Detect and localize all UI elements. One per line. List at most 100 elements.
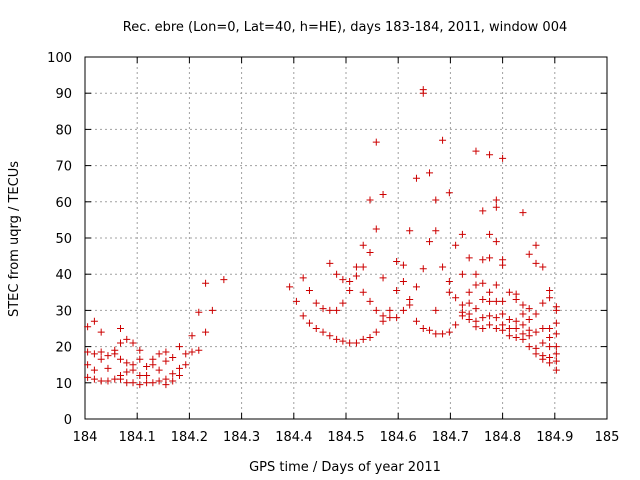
data-point: [386, 314, 394, 322]
data-point: [432, 306, 440, 314]
data-point: [149, 361, 157, 369]
axis-ticks: [84, 56, 608, 420]
data-point: [546, 286, 554, 294]
data-point: [492, 281, 500, 289]
y-tick-label: 70: [55, 160, 72, 175]
data-point: [386, 306, 394, 314]
data-point: [525, 305, 533, 313]
data-point: [472, 281, 480, 289]
data-point: [546, 325, 554, 332]
x-tick-label: 184.3: [223, 430, 260, 445]
data-point: [479, 256, 487, 264]
data-point: [175, 372, 183, 380]
y-tick-label: 50: [55, 232, 72, 247]
data-point: [519, 301, 527, 309]
data-point: [552, 350, 560, 358]
y-tick-labels: 0 10 20 30 40 50 60 70 80 90 100: [47, 51, 72, 428]
data-point: [452, 294, 460, 302]
data-point: [149, 379, 157, 387]
data-point: [486, 288, 494, 296]
data-point: [486, 321, 494, 329]
data-point: [208, 306, 216, 314]
data-point: [479, 207, 487, 215]
data-point: [143, 372, 151, 380]
data-point: [552, 357, 560, 365]
data-point: [445, 328, 453, 336]
data-point: [84, 373, 92, 381]
data-point: [479, 279, 487, 287]
data-point: [366, 248, 374, 256]
data-point: [129, 366, 137, 374]
data-point: [379, 274, 387, 282]
data-point: [143, 379, 151, 387]
x-tick-label: 184.9: [536, 430, 573, 445]
data-point: [169, 353, 177, 361]
data-point: [452, 321, 460, 329]
data-point: [202, 279, 210, 287]
x-tick-label: 184.4: [275, 430, 312, 445]
data-point: [492, 314, 500, 322]
data-point: [479, 314, 487, 322]
data-point: [519, 321, 527, 329]
data-point: [346, 286, 354, 294]
data-point: [359, 263, 367, 271]
data-point: [305, 286, 313, 294]
data-point: [359, 288, 367, 296]
data-point: [479, 325, 487, 332]
data-point: [333, 270, 341, 278]
data-point: [472, 270, 480, 278]
data-point: [432, 196, 440, 204]
data-point: [505, 288, 513, 296]
data-point: [366, 297, 374, 305]
x-tick-labels: 184 184.1 184.2 184.3 184.4 184.5 184.6 184.7 18…: [73, 430, 620, 445]
data-point: [406, 227, 414, 235]
data-point: [512, 334, 520, 342]
data-point: [393, 258, 401, 266]
data-point: [339, 299, 347, 307]
data-point: [155, 366, 163, 374]
data-point: [162, 348, 170, 356]
data-point: [379, 317, 387, 325]
data-point: [175, 364, 183, 372]
data-point: [465, 254, 473, 262]
data-point: [372, 328, 380, 336]
x-tick-label: 184.8: [484, 430, 521, 445]
data-point: [532, 350, 540, 358]
data-point: [136, 372, 144, 380]
data-point: [525, 315, 533, 323]
data-point: [366, 196, 374, 204]
data-point: [220, 276, 228, 284]
data-point: [299, 274, 307, 282]
data-point: [546, 294, 554, 302]
data-point: [426, 169, 434, 177]
data-point: [393, 314, 401, 322]
data-point: [552, 319, 560, 327]
data-point: [445, 288, 453, 296]
data-point: [546, 334, 554, 342]
data-point: [486, 230, 494, 238]
data-point: [90, 317, 98, 325]
data-point: [472, 147, 480, 155]
data-point: [97, 328, 105, 336]
y-tick-label: 20: [55, 341, 72, 356]
data-point: [90, 375, 98, 383]
y-tick-label: 100: [47, 51, 72, 66]
data-point: [525, 332, 533, 340]
data-point: [499, 326, 507, 334]
data-point: [333, 306, 341, 314]
data-point: [399, 277, 407, 285]
data-point: [379, 191, 387, 199]
y-tick-label: 60: [55, 196, 72, 211]
data-point: [188, 348, 196, 356]
data-point: [97, 355, 105, 363]
data-point: [465, 288, 473, 296]
data-point: [136, 381, 144, 389]
data-point: [372, 138, 380, 146]
data-point: [505, 332, 513, 340]
data-point: [84, 361, 92, 369]
data-point: [116, 325, 124, 332]
data-point: [136, 346, 144, 354]
data-point: [393, 286, 401, 294]
x-tick-label: 184.7: [432, 430, 469, 445]
data-point: [532, 310, 540, 318]
